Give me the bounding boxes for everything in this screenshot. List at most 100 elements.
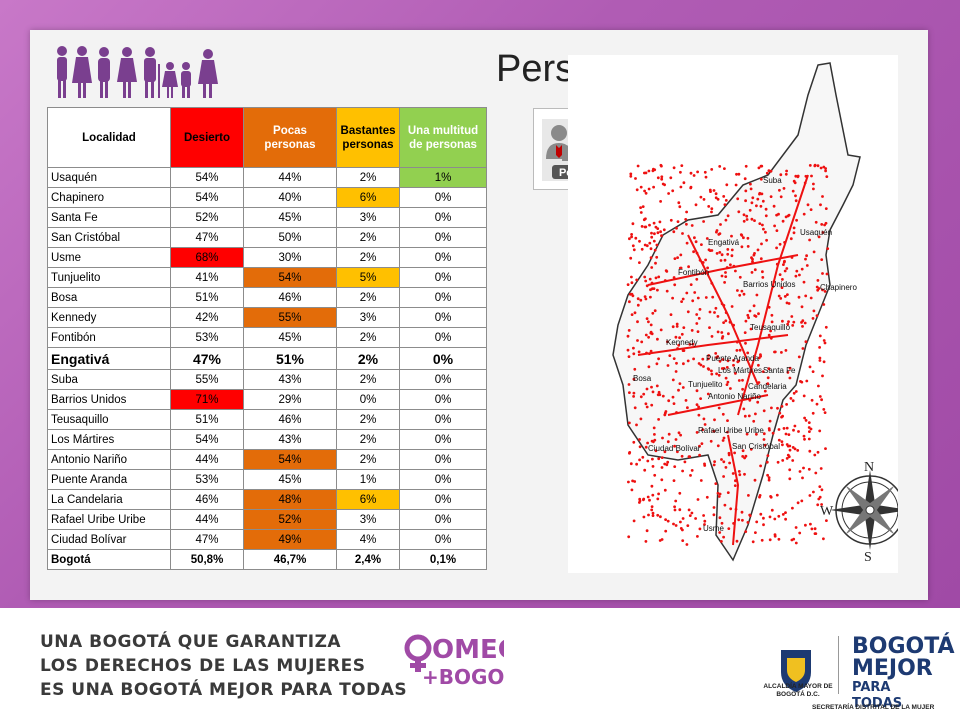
map-dot — [681, 232, 684, 235]
map-dot — [807, 437, 811, 441]
map-dot — [656, 337, 659, 341]
map-dot — [650, 439, 654, 443]
map-dot — [632, 346, 635, 350]
map-dot — [687, 508, 691, 512]
map-dot — [664, 518, 667, 521]
map-dot — [698, 308, 702, 311]
map-dot — [721, 358, 725, 361]
map-dot — [821, 272, 824, 275]
map-dot — [766, 473, 769, 477]
map-dot — [666, 364, 670, 367]
map-dot — [762, 432, 766, 436]
map-dot — [724, 466, 728, 469]
map-dot — [726, 214, 730, 218]
map-dot — [722, 321, 725, 324]
map-dot — [822, 537, 825, 541]
map-dot — [725, 383, 729, 386]
map-dot — [682, 362, 685, 366]
map-dot — [715, 252, 719, 255]
value-cell: 0% — [399, 307, 487, 328]
value-cell: 3% — [336, 509, 400, 530]
data-table: Localidad Desierto Pocas personas Bastan… — [47, 107, 487, 570]
map-dot — [737, 172, 741, 176]
map-dot — [778, 188, 781, 192]
map-dot — [663, 183, 666, 187]
map-dot — [653, 433, 656, 436]
map-dot — [759, 512, 763, 516]
map-dot — [816, 288, 820, 292]
value-cell: 68% — [170, 247, 244, 268]
map-dot — [733, 484, 737, 487]
map-dot — [684, 399, 688, 402]
map-dot — [753, 219, 756, 223]
map-dot — [712, 506, 716, 509]
map-dot — [792, 231, 796, 235]
map-dot — [635, 278, 639, 282]
map-dot — [756, 400, 760, 404]
map-dot — [784, 511, 787, 514]
map-dot — [808, 430, 811, 433]
map-dot — [734, 183, 738, 187]
map-dot — [773, 350, 777, 354]
map-dot — [646, 495, 650, 499]
map-dot — [729, 507, 733, 511]
map-dot — [803, 437, 806, 441]
map-dot — [644, 171, 648, 175]
map-dot — [660, 466, 664, 469]
value-cell: 55% — [243, 307, 337, 328]
map-dot — [629, 172, 633, 176]
map-dot — [754, 531, 757, 534]
map-dot — [744, 454, 748, 458]
map-dot — [708, 249, 712, 253]
map-dot — [640, 340, 644, 344]
map-dot — [773, 517, 777, 521]
value-cell: 1% — [336, 469, 400, 490]
map-dot — [780, 440, 784, 443]
map-dot — [724, 376, 728, 380]
map-dot — [680, 454, 684, 458]
value-cell: 0% — [399, 327, 487, 348]
map-dot — [735, 349, 739, 352]
map-dot — [812, 490, 815, 494]
map-dot — [801, 325, 804, 328]
map-dot — [813, 453, 817, 457]
map-dot — [763, 443, 767, 447]
map-dot — [672, 357, 676, 360]
map-dot — [790, 315, 794, 318]
map-dot — [647, 513, 650, 517]
map-dot — [750, 271, 754, 274]
map-dot — [723, 203, 727, 207]
table-row: Barrios Unidos 71% 29% 0% 0% — [47, 389, 487, 410]
map-dot — [714, 306, 718, 310]
map-dot — [780, 405, 784, 408]
map-dot — [657, 418, 660, 421]
map-dot — [783, 259, 786, 263]
map-dot — [636, 297, 640, 301]
map-dot — [821, 195, 824, 198]
map-dot — [714, 482, 718, 485]
map-dot — [707, 354, 711, 357]
map-dot — [689, 474, 692, 477]
map-dot — [740, 234, 744, 237]
map-dot — [689, 185, 693, 189]
map-dot — [690, 329, 694, 332]
map-dot — [818, 485, 822, 488]
value-cell: 50,8% — [170, 549, 244, 570]
map-dot — [737, 210, 741, 214]
map-dot — [716, 197, 720, 201]
map-dot — [715, 372, 718, 376]
map-dot — [677, 388, 680, 392]
map-dot — [685, 241, 689, 245]
map-dot — [726, 491, 730, 494]
map-dot — [648, 498, 651, 502]
map-dot — [794, 541, 798, 545]
map-dot — [744, 319, 748, 323]
map-dot — [647, 365, 651, 369]
map-dot — [731, 472, 735, 475]
map-dot — [669, 176, 673, 180]
map-dot — [736, 197, 740, 201]
map-dot — [689, 283, 693, 286]
map-dot — [767, 169, 771, 172]
map-dot — [647, 335, 650, 339]
map-dot — [664, 269, 668, 272]
